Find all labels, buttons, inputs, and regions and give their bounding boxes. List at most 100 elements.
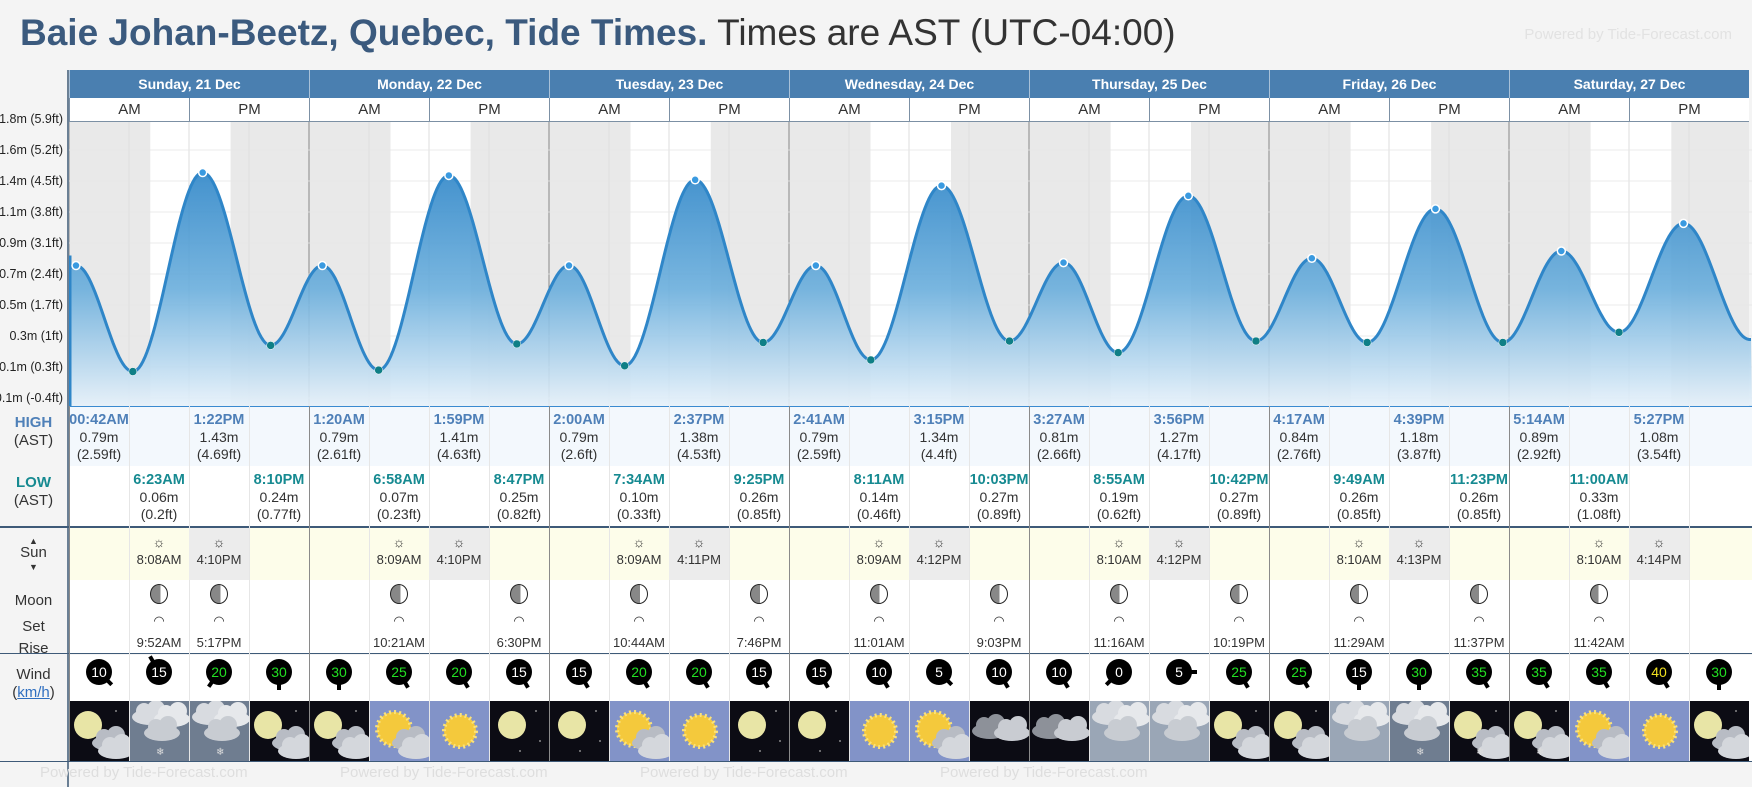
- tide-low-point: [512, 339, 522, 349]
- moon-phase-icon: [210, 584, 228, 604]
- tide-height-m: 0.26m: [739, 489, 779, 505]
- moonrise-cell: ◠ 10:21AM: [369, 584, 429, 651]
- tide-height-m: 0.14m: [859, 489, 899, 505]
- tide-height-ft: (0.46ft): [856, 506, 902, 522]
- moon-phase-icon: [630, 584, 648, 604]
- day-header: Sunday, 21 Dec: [69, 70, 309, 98]
- wind-speed-badge: 30: [1406, 659, 1432, 685]
- sunset-time: 4:12PM: [916, 552, 962, 567]
- tide-height-m: 0.79m: [559, 429, 599, 445]
- tide-time: 3:56PM: [1153, 412, 1205, 428]
- sunset-icon: ☼: [692, 534, 706, 550]
- day-header: Tuesday, 23 Dec: [549, 70, 789, 98]
- wind-speed-badge: 20: [446, 659, 472, 685]
- tide-low-point: [1005, 336, 1014, 346]
- moonset-time: 5:17PM: [196, 635, 242, 650]
- high-label: HIGH: [14, 414, 53, 431]
- sunrise-time: 8:09AM: [856, 552, 902, 567]
- y-tick-label: 1.4m (4.5ft): [0, 174, 63, 188]
- tide-height-ft: (4.4ft): [920, 446, 958, 462]
- sunset-icon: ☼: [212, 534, 226, 550]
- column-divider: [1029, 406, 1030, 761]
- weather-moon-icon: [730, 701, 789, 761]
- tide-height-ft: (0.85ft): [1456, 506, 1502, 522]
- tide-time: 9:49AM: [1333, 472, 1385, 488]
- wind-speed-badge: 15: [506, 659, 532, 685]
- moonset-time: 10:19PM: [1212, 635, 1266, 650]
- wind-label: Wind: [16, 666, 51, 683]
- tide-time: 3:15PM: [913, 412, 965, 428]
- column-divider: [489, 406, 490, 761]
- tide-height-ft: (0.33ft): [616, 506, 662, 522]
- sunset-icon: ☼: [1652, 534, 1666, 550]
- row-divider: [0, 653, 1752, 654]
- pm-label: PM: [909, 98, 1029, 122]
- powered-by-watermark: Powered by Tide-Forecast.com: [1524, 26, 1732, 43]
- tide-height-m: 0.19m: [1099, 489, 1139, 505]
- weather-moon-cloud-icon: [1690, 701, 1749, 761]
- weather-moon-cloud-icon: [70, 701, 129, 761]
- tide-chart: [69, 122, 1752, 406]
- tide-high-point: [317, 260, 328, 271]
- moonset-cell: ◠ 7:46PM: [729, 584, 789, 651]
- tide-time: 8:55AM: [1093, 472, 1145, 488]
- tide-high-entry: 2:37PM 1.38m (4.53ft): [669, 412, 729, 463]
- tide-high-entry: 1:59PM 1.41m (4.63ft): [429, 412, 489, 463]
- tide-high-point: [71, 260, 81, 271]
- tide-time: 1:20AM: [313, 412, 365, 428]
- sunset-time: 4:13PM: [1396, 552, 1442, 567]
- column-divider: [189, 406, 190, 761]
- moonrise-time: 11:42AM: [1573, 635, 1625, 650]
- tide-height-m: 1.34m: [919, 429, 959, 445]
- tide-low-entry: 8:47PM 0.25m (0.82ft): [489, 472, 549, 523]
- powered-by-watermark: Powered by Tide-Forecast.com: [40, 764, 248, 781]
- sunset-cell: ☼ 4:11PM: [669, 528, 729, 580]
- sunrise-icon: ☼: [1112, 534, 1126, 550]
- sunrise-icon: ☼: [392, 534, 406, 550]
- sunset-cell: ☼ 4:12PM: [1149, 528, 1209, 580]
- tide-high-entry: 1:22PM 1.43m (4.69ft): [189, 412, 249, 463]
- sunrise-time: 8:10AM: [1576, 552, 1622, 567]
- tide-height-ft: (2.6ft): [560, 446, 598, 462]
- low-label: LOW: [16, 474, 51, 491]
- high-tz-label: (AST): [13, 432, 54, 449]
- wind-speed-badge: 30: [266, 659, 292, 685]
- column-divider: [129, 406, 130, 761]
- tide-low-point: [1362, 338, 1372, 347]
- tide-time: 9:25PM: [733, 472, 785, 488]
- sun-down-arrow-icon: ▼: [29, 562, 38, 572]
- column-divider: [1509, 406, 1510, 761]
- tide-time: 7:34AM: [613, 472, 665, 488]
- column-divider: [909, 406, 910, 761]
- tide-low-point: [374, 365, 383, 375]
- y-tick-label: -0.1m (-0.4ft): [0, 391, 63, 405]
- tide-high-point: [197, 167, 208, 178]
- tide-height-ft: (0.85ft): [736, 506, 782, 522]
- tide-low-entry: 8:55AM 0.19m (0.62ft): [1089, 472, 1149, 523]
- weather-snow-icon: ❄: [1390, 701, 1449, 761]
- tide-high-entry: 5:14AM 0.89m (2.92ft): [1509, 412, 1569, 463]
- tide-low-entry: 11:23PM 0.26m (0.85ft): [1449, 472, 1509, 523]
- sunrise-time: 8:10AM: [1336, 552, 1382, 567]
- wind-unit-link[interactable]: km/h: [17, 684, 50, 701]
- tide-high-entry: 3:15PM 1.34m (4.4ft): [909, 412, 969, 463]
- tide-height-ft: (2.61ft): [316, 446, 362, 462]
- sunset-time: 4:14PM: [1636, 552, 1682, 567]
- tide-high-entry: 2:41AM 0.79m (2.59ft): [789, 412, 849, 463]
- tide-low-entry: 10:42PM 0.27m (0.89ft): [1209, 472, 1269, 523]
- tide-height-m: 0.24m: [259, 489, 299, 505]
- day-header: Friday, 26 Dec: [1269, 70, 1509, 98]
- tide-height-ft: (0.77ft): [256, 506, 302, 522]
- tide-time: 4:17AM: [1273, 412, 1325, 428]
- sun-up-arrow-icon: ▲: [29, 536, 38, 546]
- moonrise-time: 11:16AM: [1093, 635, 1145, 650]
- row-divider: [0, 761, 1752, 762]
- wind-speed-badge: 15: [566, 659, 592, 685]
- moon-phase-icon: [510, 584, 528, 604]
- moonset-time: 6:30PM: [496, 635, 542, 650]
- tide-height-ft: (2.59ft): [796, 446, 842, 462]
- pm-label: PM: [429, 98, 549, 122]
- sunrise-icon: ☼: [1352, 534, 1366, 550]
- sunrise-time: 8:08AM: [136, 552, 182, 567]
- tide-height-ft: (0.62ft): [1096, 506, 1142, 522]
